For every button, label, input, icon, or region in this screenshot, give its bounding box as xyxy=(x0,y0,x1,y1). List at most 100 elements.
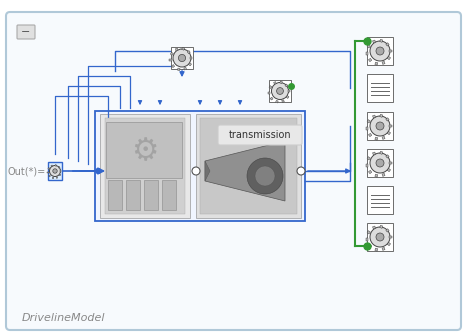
Circle shape xyxy=(376,233,384,241)
Bar xyxy=(368,133,372,137)
Bar xyxy=(367,223,393,251)
Bar xyxy=(55,165,57,166)
Bar xyxy=(269,80,291,102)
Circle shape xyxy=(276,88,283,94)
Bar xyxy=(375,174,378,177)
Bar xyxy=(382,61,385,65)
Bar xyxy=(60,170,61,172)
Circle shape xyxy=(370,153,390,173)
Bar xyxy=(387,242,390,246)
Text: Out(*)=: Out(*)= xyxy=(8,166,46,176)
Bar xyxy=(368,170,372,174)
Polygon shape xyxy=(205,141,285,201)
Bar xyxy=(200,118,297,214)
Bar xyxy=(274,82,276,84)
Bar xyxy=(367,112,393,140)
Bar xyxy=(184,67,186,70)
Circle shape xyxy=(376,122,384,130)
Bar xyxy=(387,56,390,60)
Circle shape xyxy=(192,167,200,175)
Bar xyxy=(187,50,190,53)
Bar xyxy=(48,162,62,180)
Bar xyxy=(47,172,49,173)
Bar xyxy=(175,48,178,51)
Bar xyxy=(49,175,50,177)
Circle shape xyxy=(178,54,185,61)
Circle shape xyxy=(370,41,390,61)
Bar xyxy=(108,180,122,210)
Bar xyxy=(389,125,392,127)
Bar xyxy=(48,168,50,169)
Bar xyxy=(58,166,60,168)
Bar xyxy=(196,114,301,218)
Bar xyxy=(367,120,370,123)
Circle shape xyxy=(173,49,191,67)
Bar xyxy=(382,247,385,250)
Bar xyxy=(387,131,390,135)
Bar xyxy=(380,39,383,42)
Bar xyxy=(366,238,368,241)
Bar xyxy=(182,47,184,50)
Bar xyxy=(366,52,368,55)
Bar xyxy=(282,100,284,102)
Circle shape xyxy=(50,166,61,176)
Bar xyxy=(177,68,180,71)
Circle shape xyxy=(271,83,289,99)
Bar xyxy=(170,59,171,61)
FancyBboxPatch shape xyxy=(6,12,461,330)
Bar xyxy=(389,162,392,164)
Bar xyxy=(170,52,173,55)
Bar xyxy=(386,118,389,121)
Bar xyxy=(162,180,176,210)
Bar xyxy=(288,90,290,92)
Bar xyxy=(171,65,175,68)
Bar xyxy=(367,37,393,65)
Bar xyxy=(368,244,372,248)
Bar xyxy=(286,95,289,98)
Bar xyxy=(100,114,190,218)
Bar xyxy=(56,177,58,178)
Bar xyxy=(367,231,370,234)
Bar xyxy=(367,186,393,214)
Polygon shape xyxy=(205,161,210,181)
Bar xyxy=(375,62,378,65)
Circle shape xyxy=(376,159,384,167)
Bar xyxy=(380,225,383,228)
Bar xyxy=(380,151,383,154)
Bar xyxy=(368,58,372,62)
Circle shape xyxy=(53,169,57,173)
Bar xyxy=(51,165,53,167)
Text: −: − xyxy=(21,27,31,37)
Circle shape xyxy=(376,47,384,55)
Bar xyxy=(375,137,378,140)
Bar xyxy=(190,57,192,59)
Bar xyxy=(380,114,383,117)
Bar xyxy=(373,40,375,43)
Bar xyxy=(373,115,375,118)
Bar xyxy=(106,122,182,178)
Bar xyxy=(367,74,393,102)
Bar xyxy=(389,236,392,238)
Bar xyxy=(105,118,185,214)
Bar xyxy=(126,180,140,210)
Bar xyxy=(387,168,390,172)
Bar xyxy=(268,92,270,94)
Bar xyxy=(270,97,273,100)
Bar xyxy=(386,43,389,46)
Circle shape xyxy=(370,116,390,136)
Bar xyxy=(280,81,283,84)
Bar xyxy=(367,45,370,48)
FancyBboxPatch shape xyxy=(17,25,35,39)
Circle shape xyxy=(297,167,305,175)
Bar xyxy=(386,229,389,232)
Bar xyxy=(285,84,288,87)
Bar xyxy=(269,86,272,88)
Bar xyxy=(386,155,389,158)
Bar xyxy=(382,136,385,139)
Bar xyxy=(366,127,368,130)
FancyBboxPatch shape xyxy=(218,125,302,145)
Bar xyxy=(95,111,305,221)
Text: ⚙: ⚙ xyxy=(131,137,159,167)
Bar xyxy=(373,152,375,155)
Bar xyxy=(366,164,368,167)
